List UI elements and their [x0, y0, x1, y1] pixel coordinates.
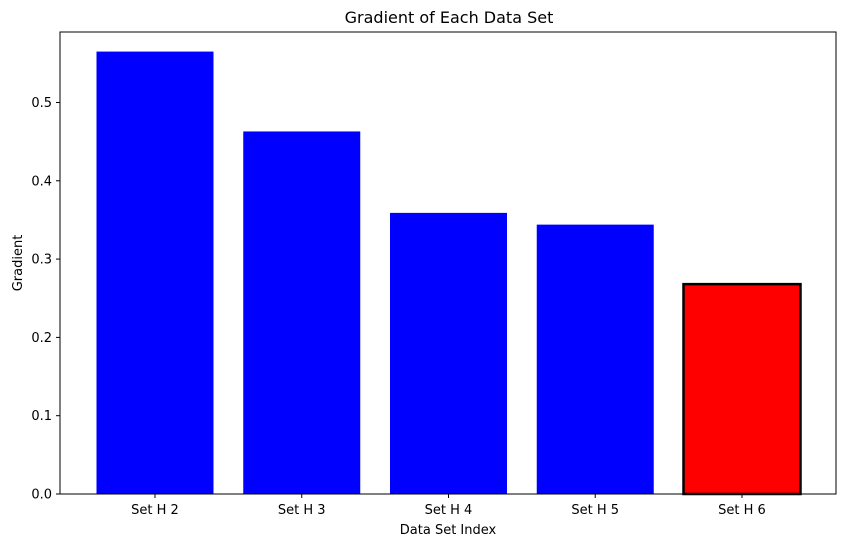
x-tick-label: Set H 5 — [571, 503, 619, 518]
x-tick-label: Set H 6 — [718, 503, 766, 518]
bar-set-h-6 — [682, 282, 802, 496]
bar-set-h-4 — [390, 212, 507, 494]
y-axis-label: Gradient — [11, 235, 26, 292]
bar-set-h-3 — [243, 131, 361, 495]
y-tick-label: 0.5 — [31, 96, 52, 111]
y-tick-label: 0.0 — [31, 488, 52, 503]
bars-group — [96, 51, 802, 496]
x-tick-label: Set H 3 — [278, 503, 326, 518]
x-axis-label: Data Set Index — [400, 523, 497, 538]
x-tick-label: Set H 4 — [425, 503, 473, 518]
y-tick-label: 0.3 — [31, 253, 52, 268]
y-axis: 0.0 0.1 0.2 0.3 0.4 0.5 — [31, 96, 60, 503]
bar-set-h-5 — [536, 224, 654, 495]
y-tick-label: 0.1 — [31, 409, 52, 424]
y-tick-label: 0.4 — [31, 174, 52, 189]
x-tick-label: Set H 2 — [131, 503, 179, 518]
x-axis: Set H 2 Set H 3 Set H 4 Set H 5 Set H 6 — [131, 494, 766, 518]
bar-set-h-2 — [96, 51, 214, 495]
chart-title: Gradient of Each Data Set — [345, 8, 554, 27]
y-tick-label: 0.2 — [31, 331, 52, 346]
